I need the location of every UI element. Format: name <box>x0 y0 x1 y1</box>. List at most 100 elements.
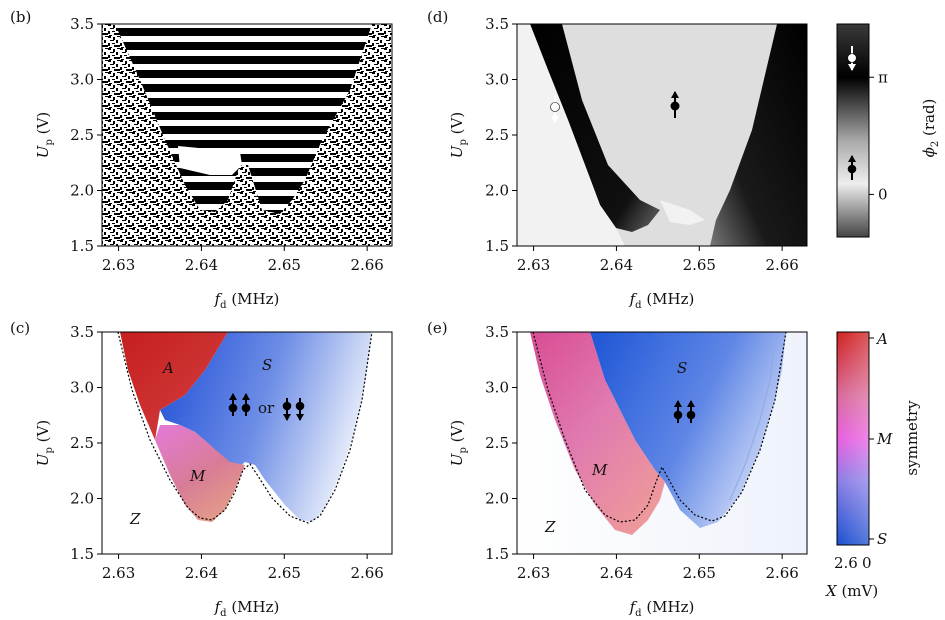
ytick-label: 3.0 <box>485 71 509 89</box>
ytick-label: 1.5 <box>70 237 94 255</box>
ytick-label: 2.0 <box>70 182 94 200</box>
panel-d-black-left-arm <box>530 24 660 232</box>
ytick-label: 1.5 <box>485 237 509 255</box>
panel-c-spin-down-down-icon <box>282 398 305 421</box>
symmetry-colorbar-fade <box>837 332 869 545</box>
panel-b-ylabel: Up (V) <box>34 112 55 158</box>
panel-e: S M Z (e) 1.52.02.53.03.5 2.63 2.64 2.65 2.… <box>427 319 921 619</box>
panel-e-colorbar: A M S symmetry 2.6 0 X (mV) <box>825 330 921 600</box>
phase-tick-label: π <box>878 68 888 86</box>
xtick-label: 2.63 <box>517 256 550 274</box>
xtick-label: 2.65 <box>268 564 301 582</box>
panel-e-ylabel: Up (V) <box>448 420 469 466</box>
ytick-label: 3.5 <box>485 323 509 341</box>
panel-d-yticks: 1.5 2.0 2.5 3.0 3.5 <box>485 15 517 255</box>
ytick-label: 2.0 <box>70 490 94 508</box>
panel-e-spin-up-up-icon <box>673 400 696 423</box>
xtick-label: 2.66 <box>350 256 383 274</box>
panel-e-xticks: 2.63 2.64 2.65 2.66 <box>517 554 799 582</box>
ytick-label: 3.0 <box>70 379 94 397</box>
region-S-label-e: S <box>677 359 687 377</box>
panel-c-dotted-boundary <box>117 332 373 524</box>
region-Z-label: Z <box>129 510 141 528</box>
panel-d-ylabel: Up (V) <box>448 112 469 158</box>
panel-c-red-region <box>120 332 228 440</box>
panel-b-label: (b) <box>10 8 31 26</box>
ytick-label: 2.0 <box>485 182 509 200</box>
panel-b-xticks: 2.63 2.64 2.65 2.66 <box>102 246 384 274</box>
panel-d-spin-up-black <box>670 91 680 118</box>
panel-c-blue-region <box>160 332 372 522</box>
xtick-label: 2.65 <box>683 256 716 274</box>
ytick-label: 2.5 <box>485 126 509 144</box>
x-mv-label: X (mV) <box>825 582 878 600</box>
xtick-label: 2.63 <box>517 564 550 582</box>
panel-c-ylabel: Up (V) <box>34 420 55 466</box>
panel-c-magenta-region <box>155 425 245 522</box>
panel-c-spin-up-up-icon <box>228 393 251 416</box>
panel-d-black-right-region <box>710 24 807 246</box>
xtick-label: 2.64 <box>600 564 633 582</box>
xtick-label: 2.66 <box>765 564 798 582</box>
ytick-label: 1.5 <box>70 545 94 563</box>
panel-e-xlabel: fd (MHz) <box>629 598 695 619</box>
xtick-label: 2.64 <box>185 256 218 274</box>
panel-d-colorbar: π0 ϕ2 (rad) <box>836 23 941 238</box>
ytick-label: 3.0 <box>70 71 94 89</box>
ytick-label: 3.5 <box>70 15 94 33</box>
panel-e-blue-region <box>590 332 786 528</box>
panel-b-stripe-region <box>115 24 372 214</box>
panel-e-label: (e) <box>427 319 448 337</box>
phase-tick-label: 0 <box>878 185 888 203</box>
colorbar-spin-up-black-icon <box>847 155 857 180</box>
panel-b: (b) 1.5 2.0 2.5 3.0 3.5 2.63 2.64 2.65 2.66 fd … <box>10 8 393 311</box>
ytick-label: 3.5 <box>70 323 94 341</box>
xtick-label: 2.64 <box>600 256 633 274</box>
panel-e-magenta-region <box>530 332 665 535</box>
x-tick-2.6: 2.6 <box>834 554 858 572</box>
panel-d-label: (d) <box>427 8 448 26</box>
colorbar-spin-down-white-icon <box>847 46 857 71</box>
panel-c-label: (c) <box>10 319 30 337</box>
panel-e-faint-streak <box>729 332 777 501</box>
panel-c-yticks: 1.5 2.0 2.5 3.0 3.5 <box>70 323 102 563</box>
xtick-label: 2.65 <box>268 256 301 274</box>
panel-d-light-left-side <box>517 24 625 246</box>
panel-d-xticks: 2.63 2.64 2.65 2.66 <box>517 246 799 274</box>
region-M-label-e: M <box>591 461 608 479</box>
phase-colorbar-ticks: π0 <box>869 68 888 203</box>
panel-c-xticks: 2.63 2.64 2.65 2.66 <box>102 554 384 582</box>
panel-b-white-patch <box>178 146 242 175</box>
ytick-label: 1.5 <box>485 545 509 563</box>
ytick-label: 2.5 <box>70 126 94 144</box>
ytick-label: 2.5 <box>485 434 509 452</box>
symmetry-colorbar-right-ticks <box>869 337 874 540</box>
ytick-label: 2.5 <box>70 434 94 452</box>
panel-c-or-text: or <box>258 399 275 417</box>
panel-e-yticks: 1.5 2.0 2.5 3.0 3.5 <box>485 323 517 563</box>
panel-d-white-spot <box>660 200 705 225</box>
xtick-label: 2.66 <box>765 256 798 274</box>
ytick-label: 3.5 <box>485 15 509 33</box>
panel-c: A S M Z or (c) 1.52.02.53.03.5 2.63 2.64 2… <box>10 319 393 619</box>
region-S-label: S <box>262 356 272 374</box>
region-M-label: M <box>189 467 206 485</box>
ytick-label: 2.0 <box>485 490 509 508</box>
xtick-label: 2.64 <box>185 564 218 582</box>
panel-c-xlabel: fd (MHz) <box>214 598 280 619</box>
panel-d-xlabel: fd (MHz) <box>629 290 695 311</box>
x-tick-0: 0 <box>862 554 872 572</box>
panel-d-spin-down-white <box>550 96 560 123</box>
region-A-label: A <box>161 359 174 377</box>
xtick-label: 2.63 <box>102 256 135 274</box>
xtick-label: 2.66 <box>350 564 383 582</box>
xtick-label: 2.63 <box>102 564 135 582</box>
panel-d: (d) 1.5 2.0 2.5 3.0 3.5 2.63 2.64 2.65 2.66 fd … <box>427 8 941 311</box>
symmetry-colorbar-label: symmetry <box>903 400 921 476</box>
symmetry-tick-M: M <box>876 430 893 448</box>
symmetry-tick-S: S <box>877 530 887 548</box>
xtick-label: 2.65 <box>683 564 716 582</box>
region-Z-label-e: Z <box>544 518 556 536</box>
panel-b-yticks: 1.5 2.0 2.5 3.0 3.5 <box>70 15 102 255</box>
